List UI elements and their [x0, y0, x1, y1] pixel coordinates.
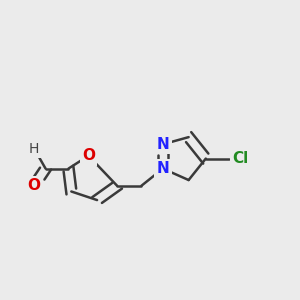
Text: H: H	[29, 142, 39, 156]
Text: Cl: Cl	[232, 151, 248, 166]
Text: O: O	[28, 178, 40, 193]
Text: N: N	[157, 137, 169, 152]
Text: O: O	[82, 148, 95, 163]
Text: N: N	[157, 161, 169, 176]
